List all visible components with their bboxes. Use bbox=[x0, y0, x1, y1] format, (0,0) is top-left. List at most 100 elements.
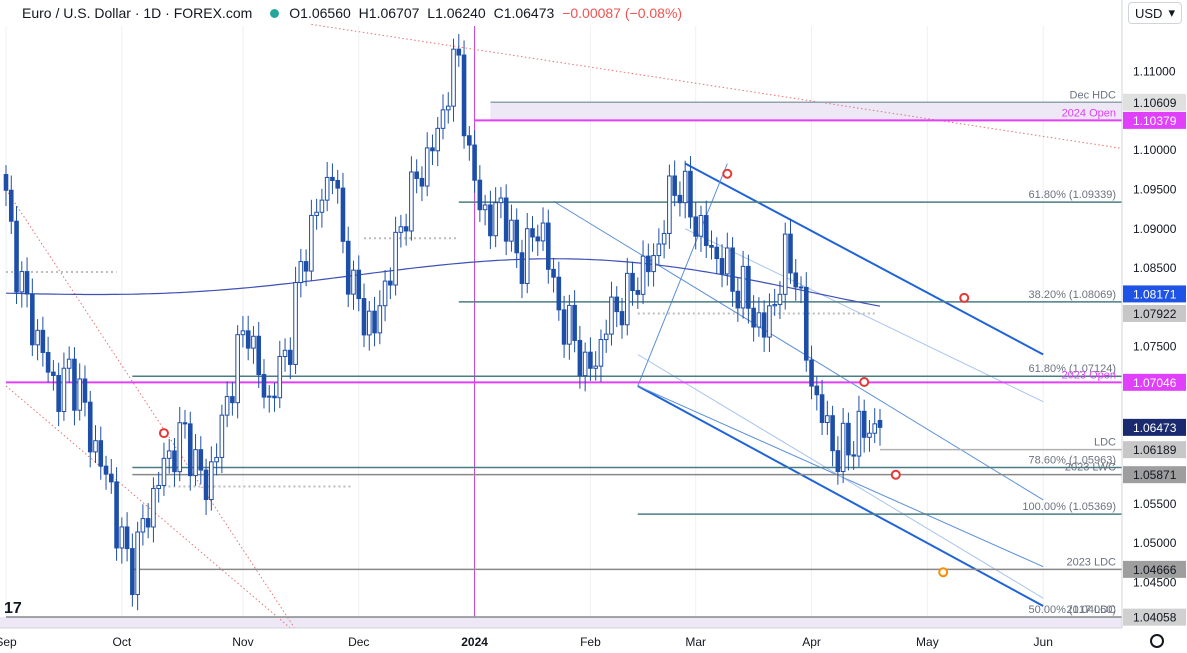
price-badge-4: 1.07046 bbox=[1133, 376, 1177, 390]
candle-body-40 bbox=[214, 456, 219, 463]
currency-select[interactable]: USD ▾ bbox=[1128, 2, 1182, 24]
candle-body-111 bbox=[588, 351, 593, 369]
candle-body-34 bbox=[182, 422, 188, 425]
main-descending-channel-0 bbox=[684, 162, 1044, 356]
candle-body-26 bbox=[140, 518, 146, 533]
candle-body-112 bbox=[593, 365, 598, 369]
candle-body-79 bbox=[419, 177, 425, 187]
grid bbox=[5, 26, 1044, 628]
open-value: O1.06560 bbox=[289, 5, 351, 21]
level-label-10: 78.60% (1.05963) bbox=[1029, 454, 1116, 466]
level-label-0: Dec HDC bbox=[1070, 89, 1117, 101]
candle-body-118 bbox=[624, 272, 630, 326]
candle-body-50 bbox=[266, 395, 272, 398]
level-label-7: 2023 Open bbox=[1062, 369, 1116, 381]
price-badge-bg-4 bbox=[1123, 373, 1186, 391]
level-label-9: LDC bbox=[1094, 437, 1116, 449]
candle-body-98 bbox=[519, 252, 525, 284]
channels bbox=[553, 162, 1044, 607]
candle-body-84 bbox=[445, 105, 451, 111]
market-status-dot bbox=[270, 8, 280, 18]
candle-body-21 bbox=[114, 481, 119, 549]
level-labels: Dec HDC 2024 Open 61.80% (1.09339) 38.20% (… bbox=[1022, 89, 1116, 616]
candle-body-46 bbox=[245, 330, 251, 349]
ldc-2017-zone bbox=[0, 617, 1122, 628]
candle-body-55 bbox=[293, 282, 298, 365]
candle-body-57 bbox=[303, 261, 309, 272]
light-channel-0 bbox=[684, 228, 1044, 403]
candle-body-107 bbox=[567, 304, 572, 345]
candle-body-2 bbox=[14, 220, 19, 293]
candle-body-29 bbox=[156, 484, 161, 489]
candle-body-155 bbox=[819, 394, 825, 423]
candle-body-120 bbox=[635, 290, 641, 295]
x-tick-3: Dec bbox=[348, 635, 369, 649]
x-tick-9: Jun bbox=[1034, 635, 1053, 649]
price-badge-bg-9 bbox=[1123, 608, 1186, 626]
candle-body-149 bbox=[788, 233, 793, 274]
candle-body-96 bbox=[509, 219, 514, 242]
level-label-4: 38.20% (1.08069) bbox=[1029, 289, 1116, 301]
y-tick-0: 1.11000 bbox=[1133, 65, 1176, 79]
red-trendline-0 bbox=[311, 23, 1160, 155]
candle-body-119 bbox=[630, 272, 635, 292]
candle-body-113 bbox=[598, 339, 604, 367]
candle-body-108 bbox=[572, 304, 577, 341]
price-badge-2: 1.08171 bbox=[1133, 287, 1177, 301]
candle-body-121 bbox=[640, 255, 646, 295]
candle-body-51 bbox=[272, 395, 277, 399]
ohlc-readout: O1.06560 H1.06707 L1.06240 C1.06473 −0.0… bbox=[289, 5, 686, 21]
candle-body-101 bbox=[535, 236, 541, 242]
candle-body-160 bbox=[846, 422, 851, 456]
candle-body-63 bbox=[335, 179, 340, 189]
candle-body-124 bbox=[656, 243, 662, 257]
pivot-red-3 bbox=[890, 469, 901, 480]
candle-body-151 bbox=[798, 286, 804, 289]
candle-body-104 bbox=[551, 268, 556, 278]
candle-body-82 bbox=[435, 127, 441, 152]
candle-body-58 bbox=[309, 214, 314, 272]
candle-body-41 bbox=[219, 414, 225, 458]
y-tick-2: 1.09500 bbox=[1133, 182, 1177, 196]
candle-body-1 bbox=[8, 189, 14, 222]
level-label-13: 2023 LDC bbox=[1066, 556, 1116, 568]
main-descending-channel-1 bbox=[637, 385, 1044, 607]
price-badge-bg-6 bbox=[1123, 441, 1186, 459]
candle-body-20 bbox=[109, 473, 114, 483]
red-trendline-1 bbox=[5, 189, 296, 630]
candle-body-75 bbox=[398, 226, 404, 233]
candle-body-127 bbox=[672, 175, 677, 196]
x-tick-5: Feb bbox=[580, 635, 601, 649]
level-label-6: 61.80% (1.07124) bbox=[1029, 363, 1116, 375]
pivot-red-1 bbox=[722, 168, 733, 179]
candle-body-88 bbox=[467, 135, 472, 146]
low-value: L1.06240 bbox=[427, 5, 486, 21]
candle-body-161 bbox=[851, 454, 856, 457]
candle-body-44 bbox=[235, 334, 240, 404]
price-badge-bg-1 bbox=[1123, 111, 1186, 129]
currency-label: USD bbox=[1135, 5, 1163, 21]
candle-body-95 bbox=[503, 197, 509, 242]
gear-icon[interactable] bbox=[1150, 634, 1164, 648]
candle-body-32 bbox=[172, 450, 177, 473]
candle-body-10 bbox=[56, 374, 61, 412]
candle-body-163 bbox=[861, 410, 867, 438]
candle-body-7 bbox=[40, 329, 46, 353]
high-value: H1.06707 bbox=[358, 5, 420, 21]
y-tick-4: 1.08500 bbox=[1133, 261, 1177, 275]
candle-body-97 bbox=[514, 219, 520, 254]
candle-body-90 bbox=[477, 179, 483, 211]
candle-body-164 bbox=[867, 432, 872, 438]
candle-body-102 bbox=[540, 222, 546, 242]
candle-body-129 bbox=[682, 170, 688, 204]
price-badge-bg-8 bbox=[1123, 560, 1186, 578]
candle-body-31 bbox=[166, 450, 172, 459]
pivot-red-4 bbox=[959, 292, 970, 303]
candle-body-5 bbox=[30, 293, 35, 346]
candle-body-136 bbox=[719, 258, 725, 275]
candle-body-143 bbox=[756, 312, 762, 328]
level-label-12: 100.00% (1.05369) bbox=[1022, 501, 1116, 513]
y-tick-5: 1.07500 bbox=[1133, 340, 1177, 354]
candle-body-85 bbox=[451, 48, 456, 107]
